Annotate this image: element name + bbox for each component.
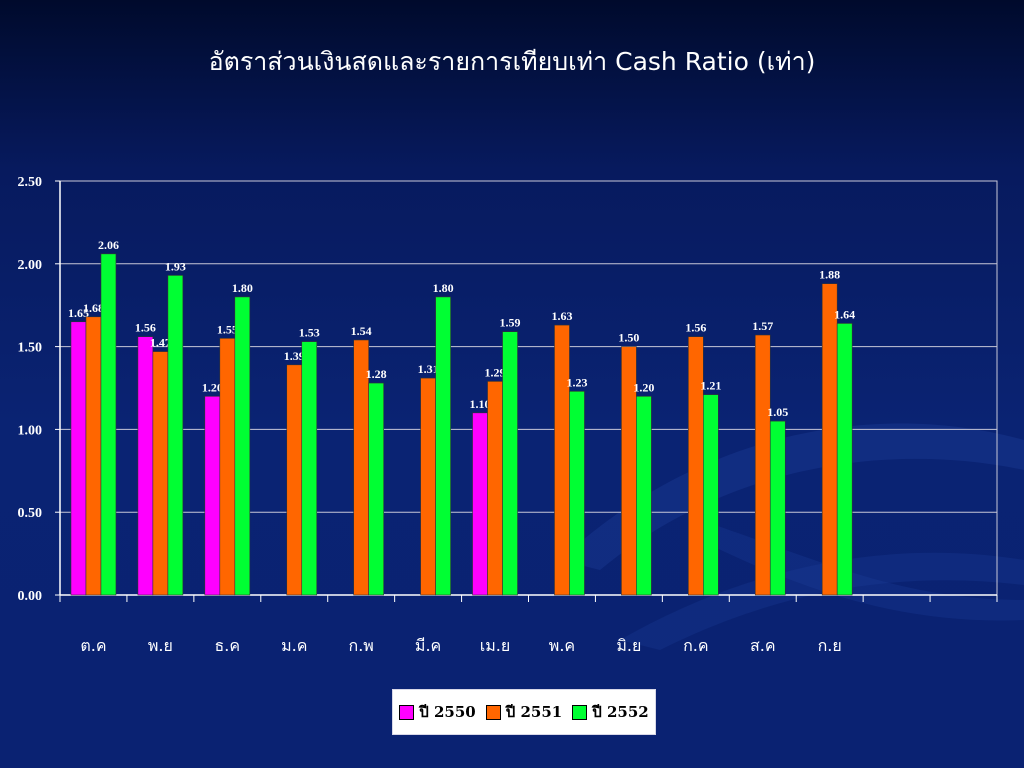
y-tick-label: 0.00 [18, 589, 43, 604]
data-label: 1.80 [433, 281, 454, 295]
data-label: 1.20 [633, 380, 654, 394]
bar-ปี-2551-9 [688, 336, 704, 596]
legend-swatch-2550 [399, 704, 415, 720]
slide-title: อัตราส่วนเงินสดและรายการเทียบเท่า Cash R… [208, 47, 816, 76]
chart-legend: ปี 2550 ปี 2551 ปี 2552 [392, 689, 656, 735]
bar-ปี-2552-1 [167, 275, 184, 596]
data-label: 1.80 [232, 281, 253, 295]
x-category-label: ส.ค [750, 636, 776, 655]
y-tick-label: 0.50 [18, 506, 43, 521]
data-label: 1.63 [551, 309, 572, 323]
legend-label-2552: ปี 2552 [592, 703, 649, 721]
bar-ปี-2551-11 [821, 283, 838, 596]
plot-area [59, 180, 998, 596]
data-label: 1.93 [165, 259, 186, 273]
x-category-label: ธ.ค [215, 636, 241, 655]
data-label: 1.47 [150, 336, 171, 350]
data-label: 1.68 [83, 301, 104, 315]
bar-ปี-2552-6 [502, 331, 518, 596]
x-category-label: มิ.ย [616, 636, 641, 655]
data-label: 1.59 [500, 316, 521, 330]
bar-ปี-2552-3 [301, 341, 318, 596]
bar-ปี-2551-6 [487, 381, 503, 596]
data-label: 1.57 [752, 319, 773, 333]
bar-ปี-2552-9 [703, 394, 719, 596]
data-label: 1.56 [685, 321, 706, 335]
data-label: 1.28 [366, 367, 387, 381]
x-category-label: ต.ค [80, 636, 106, 655]
bar-ปี-2551-0 [85, 316, 102, 596]
bar-ปี-2552-5 [435, 296, 451, 596]
bar-ปี-2550-2 [204, 395, 221, 596]
legend-swatch-2552 [572, 704, 588, 720]
bar-ปี-2552-10 [769, 420, 786, 596]
data-label: 1.55 [217, 322, 238, 336]
bar-ปี-2550-6 [472, 412, 488, 596]
x-category-label: เม.ย [480, 636, 510, 655]
x-category-label: ม.ค [281, 636, 307, 655]
bar-ปี-2551-10 [754, 334, 771, 596]
data-label: 1.65 [68, 306, 89, 320]
bar-ปี-2552-4 [368, 382, 384, 596]
data-label: 1.20 [202, 380, 223, 394]
data-label: 1.88 [819, 268, 840, 282]
bar-ปี-2551-2 [219, 338, 236, 596]
y-tick-label: 1.00 [18, 423, 43, 438]
bar-ปี-2551-1 [152, 351, 169, 596]
x-category-label: ก.พ [349, 636, 374, 655]
data-label: 1.29 [485, 365, 506, 379]
x-category-label: ก.ค [683, 636, 708, 655]
data-label: 1.31 [418, 362, 439, 376]
y-tick-label: 2.00 [18, 258, 43, 273]
x-category-label: ก.ย [818, 636, 842, 655]
x-category-label: พ.ค [549, 636, 575, 655]
bar-ปี-2552-8 [636, 395, 652, 596]
x-category-label: มี.ค [415, 636, 441, 655]
bar-ปี-2552-0 [100, 253, 117, 596]
data-label: 1.54 [351, 324, 372, 338]
bar-ปี-2551-5 [420, 377, 436, 596]
data-label: 1.53 [299, 326, 320, 340]
data-label: 1.23 [566, 375, 587, 389]
bar-ปี-2551-3 [286, 364, 303, 596]
data-label: 1.50 [618, 331, 639, 345]
x-category-label: พ.ย [148, 636, 173, 655]
legend-item-2551: ปี 2551 [485, 700, 563, 724]
bar-ปี-2552-2 [234, 296, 251, 596]
data-label: 1.10 [470, 397, 491, 411]
y-tick-label: 2.50 [18, 175, 43, 190]
data-label: 2.06 [98, 238, 119, 252]
legend-item-2550: ปี 2550 [399, 700, 476, 724]
data-label: 1.56 [135, 321, 156, 335]
legend-swatch-2551 [485, 704, 501, 720]
bar-ปี-2551-7 [554, 324, 570, 596]
bar-ปี-2550-1 [137, 336, 154, 596]
data-label: 1.21 [700, 379, 721, 393]
data-label: 1.64 [834, 307, 855, 321]
legend-item-2552: ปี 2552 [572, 700, 649, 724]
legend-label-2550: ปี 2550 [419, 703, 476, 721]
bar-ปี-2552-11 [836, 323, 853, 596]
data-label: 1.05 [767, 405, 788, 419]
legend-label-2551: ปี 2551 [505, 703, 563, 721]
y-tick-label: 1.50 [18, 341, 43, 356]
bar-ปี-2552-7 [569, 391, 585, 596]
bar-ปี-2550-0 [70, 321, 87, 596]
data-label: 1.39 [284, 349, 305, 363]
